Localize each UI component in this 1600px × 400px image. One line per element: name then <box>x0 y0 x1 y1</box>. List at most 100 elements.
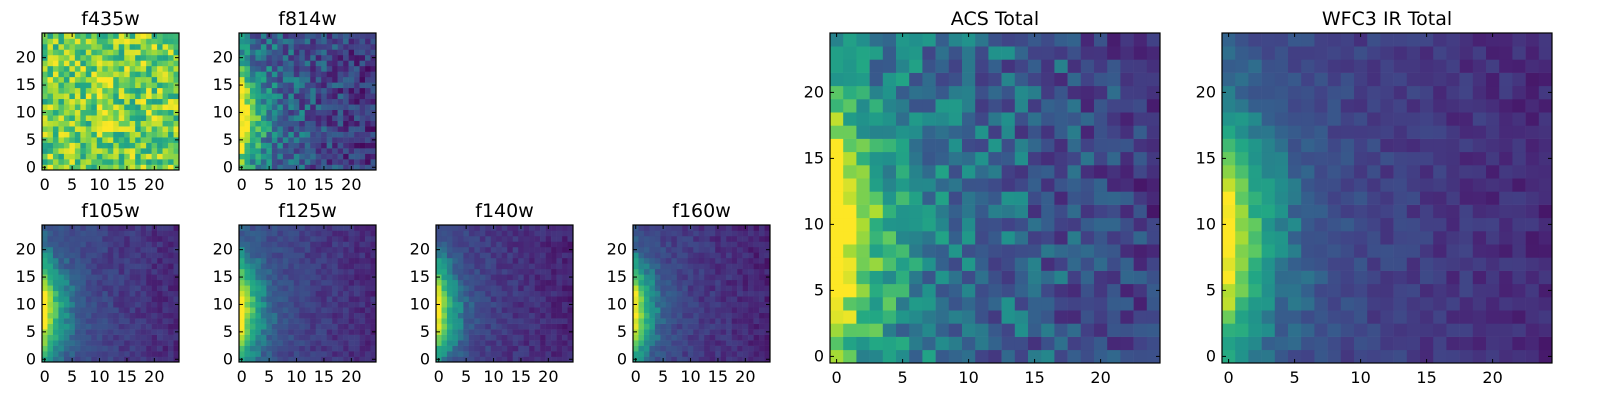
panel-title: f160w <box>672 200 731 222</box>
heatmap-cell <box>529 307 535 313</box>
heatmap-cell <box>436 323 442 330</box>
heatmap-cell <box>704 246 711 253</box>
heatmap-cell <box>244 98 251 105</box>
heatmap-cell <box>1146 310 1161 324</box>
heatmap-cell <box>326 131 333 138</box>
heatmap-cell <box>1080 310 1095 324</box>
heatmap-cell <box>869 336 884 351</box>
heatmap-cell <box>255 109 262 116</box>
heatmap-cell <box>709 296 716 303</box>
heatmap-cell <box>52 98 59 105</box>
heatmap-cell <box>151 307 158 313</box>
heatmap-cell <box>1327 283 1342 298</box>
heatmap-cell <box>91 241 98 248</box>
heatmap-cell <box>359 109 366 116</box>
heatmap-cell <box>935 349 950 364</box>
heatmap-cell <box>299 290 306 297</box>
heatmap-cell <box>534 257 541 264</box>
heatmap-cell <box>168 246 174 253</box>
heatmap-cell <box>277 312 284 319</box>
heatmap-cell <box>909 33 923 47</box>
heatmap-cell <box>140 318 147 324</box>
heatmap-cell <box>118 120 125 127</box>
heatmap-cell <box>843 125 857 139</box>
heatmap-cell <box>1340 349 1355 364</box>
heatmap-cell <box>1301 217 1315 232</box>
heatmap-cell <box>260 98 267 105</box>
heatmap-cell <box>140 301 147 308</box>
heatmap-cell <box>288 164 295 171</box>
heatmap-cell <box>310 241 317 248</box>
heatmap-cell <box>288 60 295 67</box>
heatmap-cell <box>1393 257 1408 271</box>
heatmap-cell <box>47 164 54 171</box>
heatmap-cell <box>266 87 273 94</box>
heatmap-cell <box>42 257 48 264</box>
heatmap-cell <box>1067 297 1082 311</box>
heatmap-cell <box>135 285 141 292</box>
heatmap-cell <box>490 351 497 357</box>
heatmap-cell <box>255 263 262 270</box>
heatmap-cell <box>633 257 639 264</box>
heatmap-cell <box>1367 217 1381 232</box>
heatmap-cell <box>42 345 48 352</box>
heatmap-cell <box>551 274 557 281</box>
heatmap-cell <box>654 345 661 352</box>
heatmap-cell <box>135 241 141 248</box>
heatmap-cell <box>1433 310 1447 324</box>
heatmap-cell <box>1054 217 1068 232</box>
heatmap-cell <box>173 323 180 330</box>
heatmap-cell <box>354 334 360 341</box>
heatmap-cell <box>518 235 524 242</box>
heatmap-cell <box>507 290 514 297</box>
heatmap-cell <box>310 263 317 270</box>
heatmap-cell <box>1001 85 1016 100</box>
heatmap-cell <box>107 49 114 56</box>
heatmap-cell <box>501 285 508 292</box>
heatmap-cell <box>567 257 574 264</box>
heatmap-cell <box>764 345 771 352</box>
heatmap-cell <box>96 340 103 346</box>
heatmap-cell <box>436 285 442 292</box>
heatmap-cell <box>1014 99 1029 113</box>
heatmap-cell <box>562 285 568 292</box>
heatmap-cell <box>882 112 897 126</box>
heatmap-cell <box>896 72 910 87</box>
heatmap-cell <box>63 301 70 308</box>
heatmap-cell <box>638 246 645 253</box>
heatmap-cell <box>310 164 317 171</box>
heatmap-cell <box>151 334 158 341</box>
heatmap-cell <box>463 246 470 253</box>
heatmap-cell <box>249 164 256 171</box>
heatmap-cell <box>948 99 963 113</box>
heatmap-cell <box>96 43 103 50</box>
heatmap-cell <box>102 246 109 253</box>
heatmap-cell <box>1420 191 1434 205</box>
axes-frame <box>238 32 377 171</box>
heatmap-cell <box>830 138 844 153</box>
heatmap-cell <box>731 257 738 264</box>
heatmap-cell <box>118 312 125 319</box>
heatmap-cell <box>948 85 963 100</box>
heatmap-cell <box>140 241 147 248</box>
heatmap-cell <box>1433 244 1447 258</box>
heatmap-cell <box>1067 138 1082 153</box>
y-tick-label: 20 <box>16 240 36 259</box>
heatmap-cell <box>948 297 963 311</box>
heatmap-cell <box>1235 270 1249 285</box>
heatmap-cell <box>359 351 366 357</box>
heatmap-cell <box>948 59 963 73</box>
heatmap-cell <box>698 301 705 308</box>
heatmap-cell <box>682 274 689 281</box>
x-tick-label: 15 <box>708 367 728 386</box>
heatmap-cell <box>244 65 251 72</box>
heatmap-cell <box>359 307 366 313</box>
heatmap-cell <box>293 109 300 116</box>
heatmap-cell <box>1274 151 1289 166</box>
heatmap-cell <box>1274 323 1289 337</box>
heatmap-cell <box>682 263 689 270</box>
heatmap-cell <box>162 43 169 50</box>
heatmap-cell <box>74 285 81 292</box>
heatmap-cell <box>244 104 251 111</box>
heatmap-cell <box>107 33 114 39</box>
